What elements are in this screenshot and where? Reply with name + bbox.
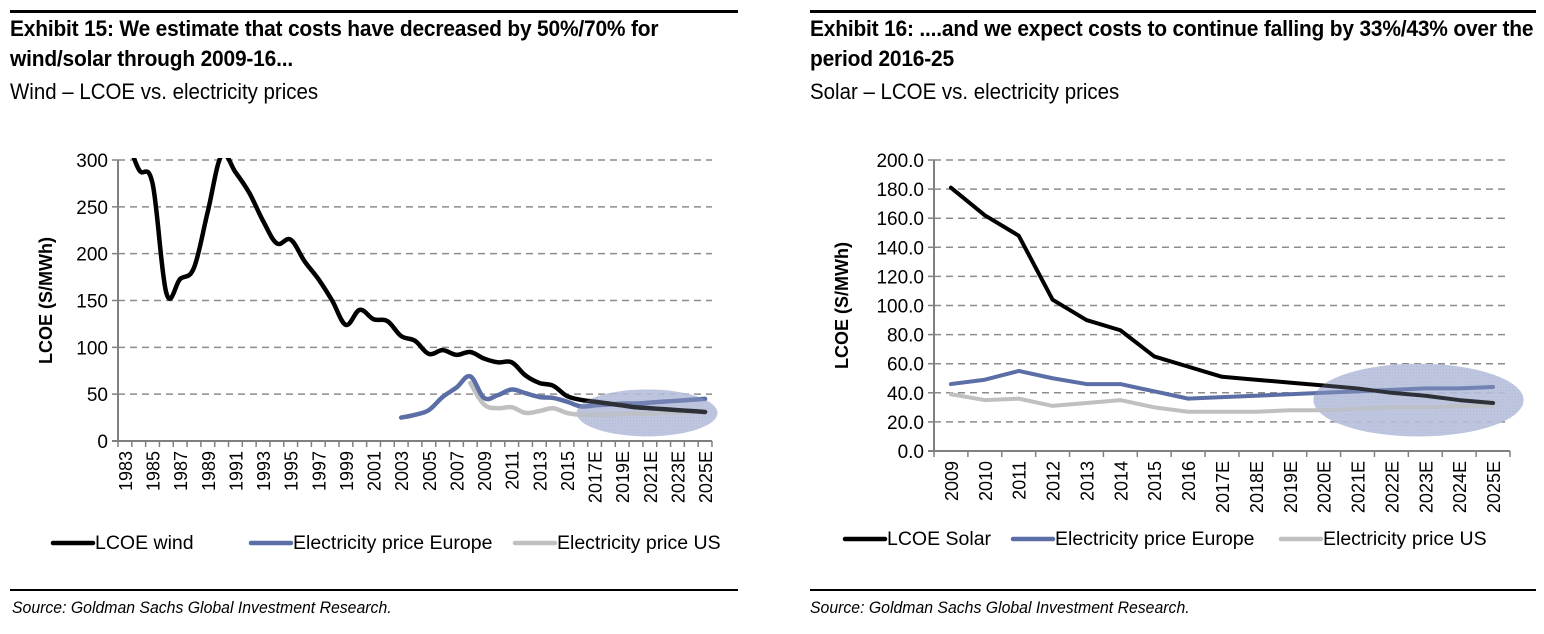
x-tick-label: 2014: [1111, 461, 1131, 501]
y-tick-label: 100.0: [876, 297, 924, 318]
x-tick-label: 1983: [116, 451, 136, 491]
legend-label-europe: Electricity price Europe: [293, 532, 492, 554]
x-tick-label: 2021E: [641, 451, 661, 503]
series-group: [131, 158, 708, 420]
x-tick-label: 2019E: [613, 451, 633, 503]
legend-label-lcoe: LCOE wind: [95, 532, 194, 554]
highlight-ellipse-overlay: [1313, 363, 1524, 437]
y-tick-label: 200.0: [876, 151, 924, 172]
x-tick-label: 2021E: [1349, 461, 1369, 513]
x-tick-label: 2013: [530, 451, 550, 491]
x-tick-label: 2007: [447, 451, 467, 491]
y-tick-label: 180.0: [876, 180, 924, 201]
x-tick-label: 2016: [1179, 461, 1199, 501]
x-tick-label: 2020E: [1315, 461, 1335, 513]
bottom-rule: [10, 589, 738, 591]
highlight-ellipse: [1313, 363, 1524, 437]
series-line-us: [468, 380, 708, 418]
x-tick-label: 2024E: [1450, 461, 1470, 513]
highlight-ellipse-overlay: [576, 389, 718, 437]
x-tick-label: 1995: [282, 451, 302, 491]
x-tick-label: 2011: [1010, 461, 1030, 500]
y-axis-label: LCOE (S/MWh): [36, 237, 56, 364]
y-axis-label: LCOE (S/MWh): [832, 242, 852, 369]
x-tick-label: 2001: [365, 451, 385, 491]
y-tick-label: 0.0: [898, 442, 924, 463]
y-tick-label: 60.0: [887, 355, 924, 376]
x-tick-label: 2009: [942, 461, 962, 501]
x-tick-label: 2023E: [668, 451, 688, 503]
y-tick-label: 80.0: [887, 326, 924, 347]
legend-label-lcoe: LCOE Solar: [887, 528, 992, 550]
x-tick-label: 2018E: [1247, 461, 1267, 513]
exhibit-15-source: Source: Goldman Sachs Global Investment …: [12, 598, 392, 617]
x-tick-label: 2010: [976, 461, 996, 501]
series-line-europe: [398, 373, 708, 420]
x-tick-label: 2023E: [1416, 461, 1436, 513]
x-tick-label: 2011: [503, 451, 523, 490]
x-tick-label: 2019E: [1281, 461, 1301, 513]
y-tick-label: 50: [87, 385, 108, 406]
y-tick-label: 40.0: [887, 384, 924, 405]
x-tick-label: 2013: [1077, 461, 1097, 501]
y-tick-label: 160.0: [876, 209, 924, 230]
x-tick-label: 2015: [1145, 461, 1165, 501]
series-group: [948, 185, 1496, 414]
legend-label-europe: Electricity price Europe: [1055, 528, 1254, 550]
y-tick-label: 250: [76, 198, 108, 219]
x-tick-label: 2015: [558, 451, 578, 491]
x-tick-label: 2017E: [586, 451, 606, 503]
y-tick-label: 0: [97, 432, 108, 453]
y-tick-label: 100: [76, 338, 108, 359]
y-tick-label: 120.0: [876, 267, 924, 288]
x-tick-label: 2009: [475, 451, 495, 491]
x-tick-label: 2022E: [1382, 461, 1402, 513]
x-tick-label: 2005: [420, 451, 440, 491]
x-tick-label: 2025E: [696, 451, 716, 503]
y-tick-label: 150: [76, 292, 108, 313]
series-line-europe: [948, 368, 1496, 401]
x-tick-label: 1989: [199, 451, 219, 491]
exhibit-16-title: Exhibit 16: ....and we expect costs to c…: [810, 16, 1534, 71]
x-tick-label: 1985: [144, 451, 164, 491]
legend-label-us: Electricity price US: [557, 532, 721, 554]
x-tick-label: 1999: [337, 451, 357, 491]
top-rule: [810, 10, 1536, 13]
x-tick-label: 1991: [226, 451, 246, 491]
exhibit-15-title: Exhibit 15: We estimate that costs have …: [10, 16, 659, 71]
x-tick-label: 1997: [309, 451, 329, 491]
x-tick-label: 2003: [392, 451, 412, 491]
series-line-us: [948, 392, 1496, 414]
legend-label-us: Electricity price US: [1323, 528, 1487, 550]
x-tick-label: 2017E: [1213, 461, 1233, 513]
top-rule: [10, 10, 738, 13]
x-tick-label: 2025E: [1484, 461, 1504, 513]
exhibit-15-subtitle: Wind – LCOE vs. electricity prices: [10, 79, 319, 104]
y-tick-label: 140.0: [876, 238, 924, 259]
x-tick-label: 1987: [171, 451, 191, 491]
y-tick-label: 20.0: [887, 413, 924, 434]
series-line-lcoe: [131, 158, 708, 415]
x-tick-label: 2012: [1044, 461, 1064, 501]
y-tick-label: 200: [76, 245, 108, 266]
exhibit-16-source: Source: Goldman Sachs Global Investment …: [810, 598, 1190, 617]
bottom-rule: [810, 589, 1536, 591]
exhibit-16-subtitle: Solar – LCOE vs. electricity prices: [810, 79, 1120, 104]
x-tick-label: 1993: [254, 451, 274, 491]
y-tick-label: 300: [76, 151, 108, 172]
series-line-lcoe: [948, 185, 1496, 405]
